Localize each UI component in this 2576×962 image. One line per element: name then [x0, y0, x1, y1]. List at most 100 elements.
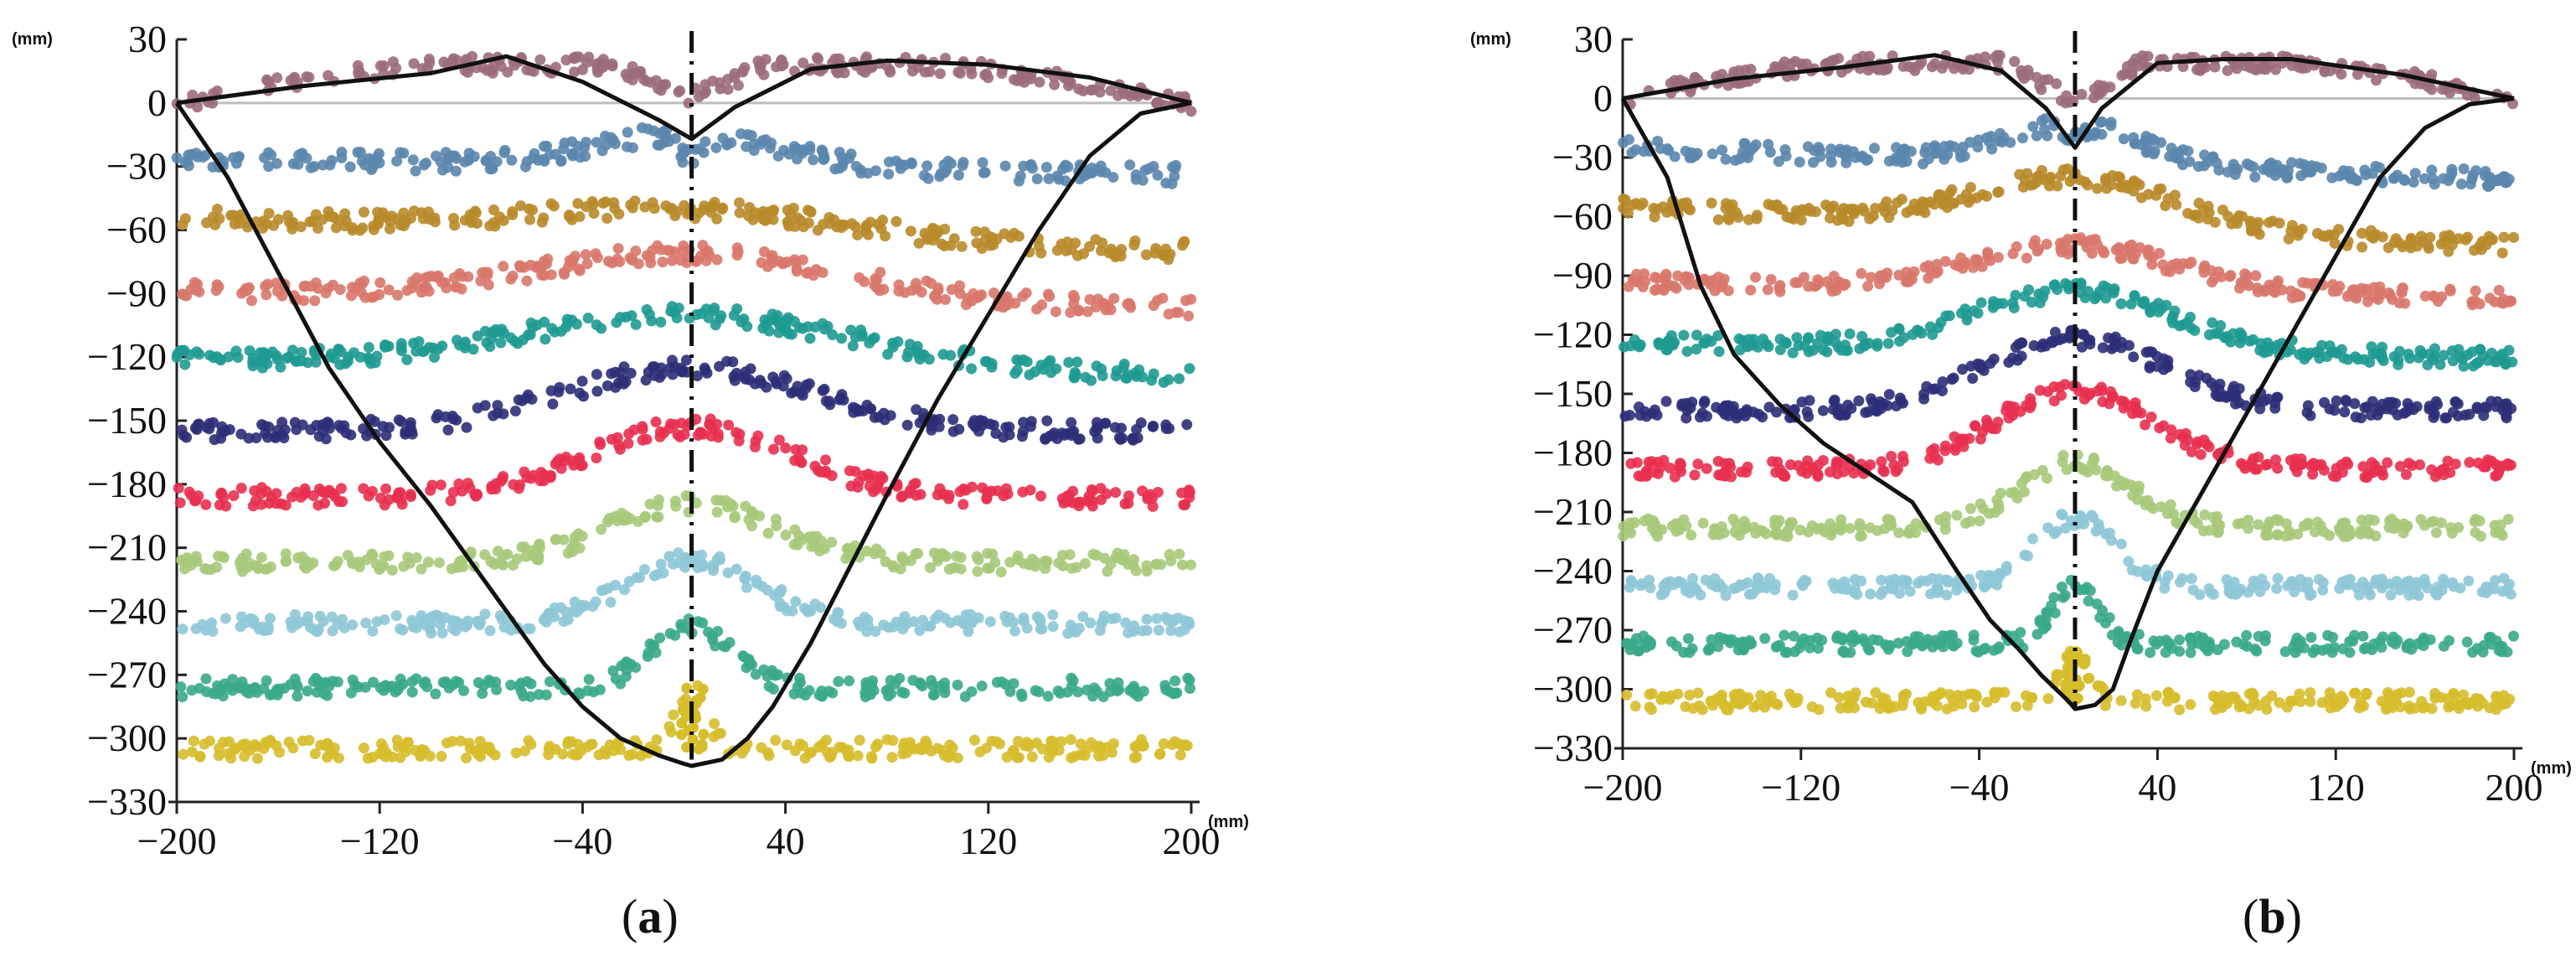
data-point: [809, 540, 821, 551]
data-point: [483, 279, 494, 291]
data-point: [594, 436, 606, 447]
data-point: [1870, 203, 1882, 215]
data-point: [643, 366, 654, 378]
data-point: [2209, 61, 2221, 73]
data-point: [654, 632, 666, 644]
data-point: [1053, 557, 1065, 569]
data-point: [901, 419, 913, 431]
data-point: [887, 621, 899, 633]
data-point: [846, 218, 858, 230]
data-point: [798, 740, 809, 752]
data-point: [352, 59, 364, 71]
data-point: [175, 681, 187, 693]
data-point: [1932, 266, 1944, 277]
data-point: [829, 53, 841, 65]
data-point: [1965, 360, 1977, 372]
data-point: [1802, 455, 1814, 467]
data-point: [410, 552, 422, 564]
data-point: [2052, 180, 2063, 192]
data-point: [2343, 170, 2355, 182]
data-point: [2202, 200, 2214, 212]
data-point: [1877, 270, 1889, 282]
data-point: [2419, 173, 2430, 184]
data-point: [953, 423, 965, 435]
data-point: [241, 285, 253, 297]
data-point: [1130, 565, 1142, 577]
data-point: [398, 741, 410, 753]
data-point: [1791, 332, 1803, 344]
data-point: [1082, 306, 1093, 318]
data-point: [804, 333, 816, 344]
data-point: [1697, 517, 1709, 529]
data-point: [1767, 199, 1778, 211]
data-point: [425, 484, 436, 496]
data-point: [538, 212, 550, 224]
data-point: [648, 203, 660, 215]
data-point: [2106, 391, 2118, 403]
data-point: [489, 220, 501, 232]
data-point: [394, 680, 405, 692]
data-point: [398, 561, 410, 572]
data-point: [629, 195, 641, 207]
data-point: [2155, 137, 2167, 148]
data-point: [472, 402, 483, 414]
series-a-8: [177, 547, 1195, 639]
data-point: [1937, 148, 1949, 160]
data-point: [2473, 356, 2485, 368]
data-point: [970, 420, 982, 432]
data-point: [746, 130, 757, 142]
data-point: [2374, 404, 2386, 416]
data-point: [1141, 566, 1153, 577]
data-point: [262, 278, 274, 290]
data-point: [1110, 370, 1122, 382]
data-point: [1964, 137, 1976, 148]
data-point: [655, 244, 667, 256]
data-point: [878, 283, 890, 295]
data-point: [455, 735, 467, 747]
data-point: [1151, 613, 1163, 624]
data-point: [1785, 58, 1797, 70]
data-point: [1016, 431, 1028, 442]
data-point: [976, 680, 988, 692]
data-point: [288, 71, 300, 83]
data-point: [1740, 65, 1752, 76]
data-point: [374, 214, 385, 225]
data-point: [1834, 147, 1846, 158]
data-point: [1742, 340, 1754, 352]
data-point: [567, 546, 579, 557]
data-point: [905, 225, 916, 237]
x-tick-label-b: 40: [2138, 766, 2176, 809]
data-point: [505, 680, 517, 691]
data-point: [450, 165, 462, 177]
data-point: [883, 690, 895, 702]
data-point: [612, 432, 623, 443]
data-point: [546, 323, 558, 334]
data-point: [982, 547, 994, 559]
data-point: [241, 221, 253, 233]
data-point: [576, 530, 588, 542]
data-point: [309, 295, 321, 307]
data-point: [998, 490, 1009, 502]
data-point: [1066, 752, 1077, 763]
data-point: [646, 315, 658, 327]
data-point: [734, 207, 746, 219]
data-point: [1893, 323, 1905, 334]
data-point: [2021, 252, 2032, 264]
data-point: [215, 354, 227, 366]
data-point: [696, 741, 708, 753]
data-point: [2201, 372, 2212, 384]
data-point: [1094, 624, 1106, 636]
data-point: [644, 251, 656, 263]
data-point: [2476, 235, 2488, 247]
data-point: [1047, 609, 1059, 621]
data-point: [1892, 463, 1904, 475]
data-point: [419, 618, 431, 630]
data-point: [1665, 463, 1676, 474]
data-point: [218, 492, 230, 504]
series-b-0: [1624, 49, 2519, 111]
data-point: [958, 157, 969, 168]
data-point: [798, 603, 810, 614]
data-point: [2263, 345, 2274, 357]
data-point: [1085, 84, 1097, 96]
data-point: [200, 499, 212, 510]
